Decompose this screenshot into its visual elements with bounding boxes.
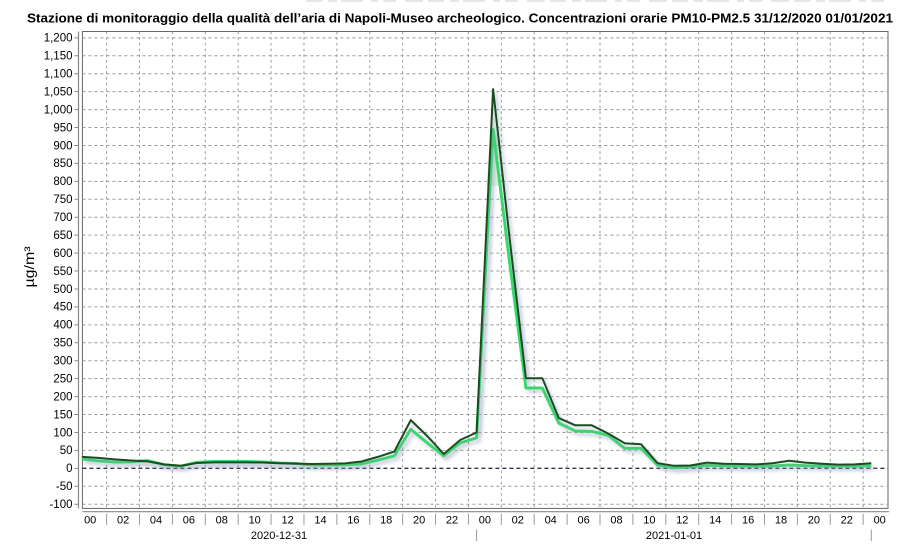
svg-text:04: 04 xyxy=(545,515,557,527)
svg-text:1,000: 1,000 xyxy=(44,104,73,116)
svg-text:1,200: 1,200 xyxy=(44,33,73,45)
svg-text:08: 08 xyxy=(216,515,228,527)
svg-text:850: 850 xyxy=(53,158,72,170)
svg-text:16: 16 xyxy=(742,515,754,527)
svg-text:14: 14 xyxy=(709,515,721,527)
svg-text:150: 150 xyxy=(53,409,72,421)
svg-text:12: 12 xyxy=(676,515,688,527)
svg-text:2020-12-31: 2020-12-31 xyxy=(251,530,307,542)
svg-text:0: 0 xyxy=(66,463,72,475)
svg-text:450: 450 xyxy=(53,302,72,314)
svg-text:750: 750 xyxy=(53,194,72,206)
svg-text:400: 400 xyxy=(53,320,72,332)
svg-text:08: 08 xyxy=(610,515,622,527)
svg-text:300: 300 xyxy=(53,356,72,368)
svg-text:550: 550 xyxy=(53,266,72,278)
svg-text:18: 18 xyxy=(775,515,787,527)
svg-text:-100: -100 xyxy=(49,499,72,511)
svg-text:02: 02 xyxy=(117,515,129,527)
svg-text:10: 10 xyxy=(249,515,261,527)
svg-text:1,150: 1,150 xyxy=(44,51,73,63)
svg-text:350: 350 xyxy=(53,338,72,350)
svg-text:00: 00 xyxy=(874,515,886,527)
svg-text:00: 00 xyxy=(479,515,491,527)
svg-text:22: 22 xyxy=(446,515,458,527)
svg-text:06: 06 xyxy=(183,515,195,527)
svg-text:Stazione di monitoraggio della: Stazione di monitoraggio della qualità d… xyxy=(27,11,893,26)
svg-text:50: 50 xyxy=(60,445,73,457)
svg-text:1,050: 1,050 xyxy=(44,86,73,98)
svg-text:14: 14 xyxy=(314,515,326,527)
svg-text:18: 18 xyxy=(380,515,392,527)
svg-text:16: 16 xyxy=(347,515,359,527)
svg-text:900: 900 xyxy=(53,140,72,152)
svg-text:µg/m³: µg/m³ xyxy=(22,246,37,288)
svg-text:600: 600 xyxy=(53,248,72,260)
svg-text:100: 100 xyxy=(53,427,72,439)
svg-text:02: 02 xyxy=(512,515,524,527)
svg-text:800: 800 xyxy=(53,176,72,188)
svg-text:250: 250 xyxy=(53,373,72,385)
svg-text:500: 500 xyxy=(53,284,72,296)
svg-text:20: 20 xyxy=(808,515,820,527)
svg-text:06: 06 xyxy=(577,515,589,527)
svg-text:650: 650 xyxy=(53,230,72,242)
svg-text:04: 04 xyxy=(150,515,162,527)
svg-text:10: 10 xyxy=(643,515,655,527)
svg-text:950: 950 xyxy=(53,122,72,134)
svg-text:700: 700 xyxy=(53,212,72,224)
svg-text:12: 12 xyxy=(281,515,293,527)
svg-text:20: 20 xyxy=(413,515,425,527)
svg-text:2021-01-01: 2021-01-01 xyxy=(646,530,702,542)
svg-text:00: 00 xyxy=(84,515,96,527)
svg-text:-50: -50 xyxy=(56,481,73,493)
svg-text:200: 200 xyxy=(53,391,72,403)
svg-text:1,100: 1,100 xyxy=(44,69,73,81)
svg-text:22: 22 xyxy=(841,515,853,527)
